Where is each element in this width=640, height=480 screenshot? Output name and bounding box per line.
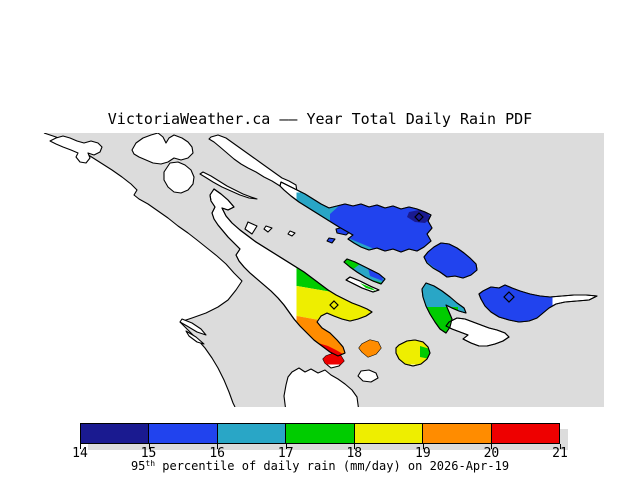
colorbar <box>80 423 560 444</box>
islet <box>287 230 296 237</box>
island <box>163 161 195 194</box>
colorbar-tick-label: 21 <box>552 446 568 461</box>
colorbar-segment <box>216 424 286 443</box>
islet <box>357 369 379 383</box>
colorbar-tick-label: 16 <box>209 446 225 461</box>
caption-superscript: th <box>145 459 156 468</box>
colorbar-tick-mark <box>560 444 561 449</box>
colorbar-segment <box>148 424 217 443</box>
colorbar-caption: 95th percentile of daily rain (mm/day) o… <box>0 459 640 473</box>
colorbar-tick-label: 17 <box>277 446 294 461</box>
colorbar-tick-label: 19 <box>415 446 431 461</box>
sea <box>44 133 604 407</box>
inlet-islet <box>185 330 205 345</box>
colorbar-tick-label: 20 <box>483 446 500 461</box>
island <box>131 133 194 165</box>
island <box>49 135 103 164</box>
colorbar-segment <box>81 424 149 443</box>
colorbar-tick-mark <box>491 444 493 449</box>
colorbar-tick-label: 15 <box>140 446 157 461</box>
south-landmass <box>283 367 359 407</box>
station-marker-diamond <box>414 212 424 222</box>
station-marker-diamond <box>503 291 515 303</box>
vancouver-island-coastline <box>43 133 243 407</box>
colorbar-tick-label: 14 <box>72 446 88 461</box>
colorbar-tick-mark <box>354 444 356 449</box>
colorbar-tick-mark <box>217 444 219 449</box>
colorbar-segment <box>422 424 491 443</box>
islet-blue <box>326 237 336 244</box>
colorbar-tick-mark <box>80 444 81 449</box>
colorbar-tick-label: 18 <box>346 446 363 461</box>
station-marker-diamond <box>329 300 339 310</box>
islet <box>244 221 258 235</box>
island <box>199 171 258 200</box>
colorbar-tick-mark <box>148 444 150 449</box>
page-title: VictoriaWeather.ca —— Year Total Daily R… <box>107 110 533 128</box>
islet <box>263 225 273 233</box>
inlet-islet <box>179 318 207 336</box>
colorbar-segment <box>353 424 423 443</box>
colorbar-segment <box>285 424 354 443</box>
caption-rest: percentile of daily rain (mm/day) on 202… <box>155 459 510 473</box>
colorbar-tick-mark <box>285 444 287 449</box>
colorbar-tick-mark <box>422 444 424 449</box>
caption-prefix: 95 <box>130 459 146 473</box>
colorbar-segment <box>490 424 559 443</box>
